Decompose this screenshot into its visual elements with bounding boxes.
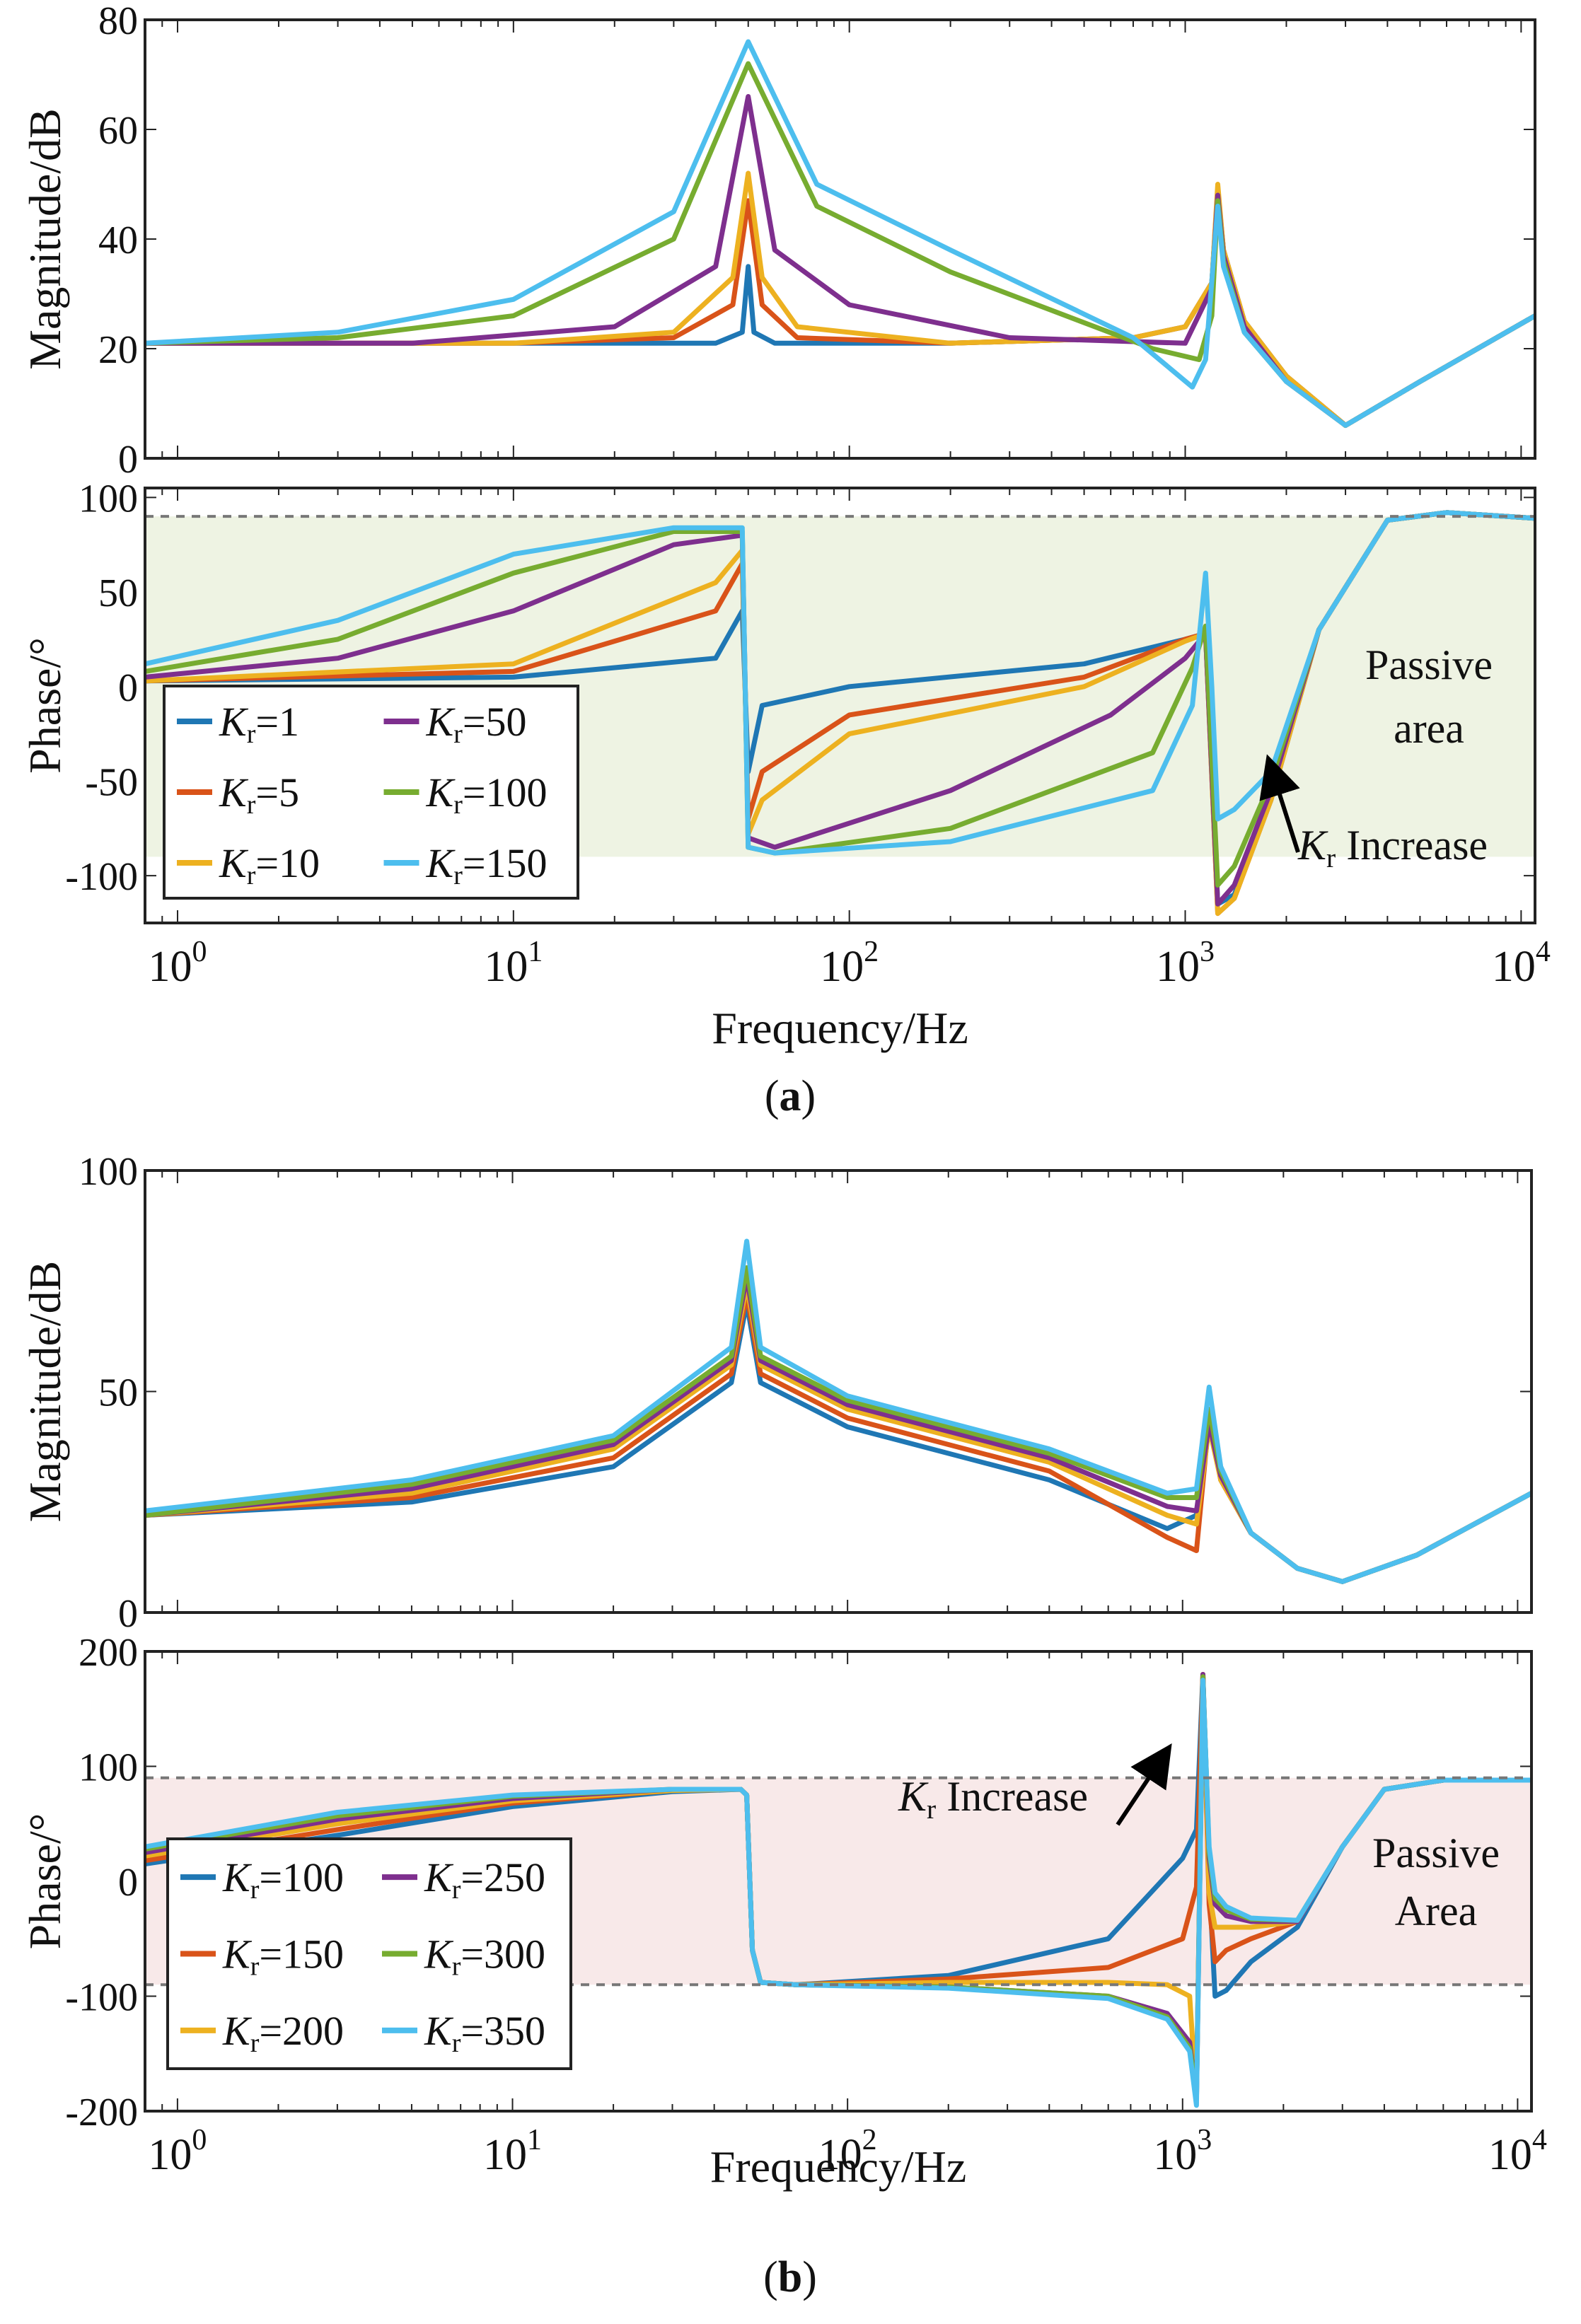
x-axis-label: Frequency/Hz [712,1003,968,1053]
magnitude-axes-frame [144,1169,1533,1614]
magnitude-axes-frame [144,18,1536,460]
magnitude-series-group [145,1238,1531,1584]
phase-series-group [145,510,1535,917]
y-tick-label: 20 [98,328,138,372]
series-line-kr-350 [145,1238,1531,1584]
magnitude-plot: 0 20 40 60 80 Magnitude/dB [20,0,1536,482]
legend-entry: Kr=350 [424,2008,545,2058]
x-axis-label: Frequency/Hz [710,2142,967,2192]
series-line-kr-10 [145,170,1535,428]
series-line-kr-150 [145,510,1535,856]
x-tick-label: 101 [484,936,543,991]
magnitude-y-label: Magnitude/dB [20,1261,70,1523]
legend-entry: Kr=100 [222,1854,344,1905]
y-tick-label: 200 [79,1631,138,1675]
x-tick-label: 100 [148,2124,207,2179]
legend-entry: Kr=150 [222,1931,344,1982]
y-tick-label: -50 [85,760,138,804]
passive-area-label-line1: Passive [1365,641,1493,688]
x-tick-label: 103 [1153,2124,1212,2179]
x-tick-label: 104 [1492,936,1551,991]
legend-entry: Kr=50 [426,699,527,749]
y-tick-label: 0 [118,666,138,710]
passive-area-label-line2: Area [1395,1888,1478,1934]
phase-y-label: Phase/° [20,637,70,774]
panel-a: 0 20 40 60 80 Magnitude/dB -100 -50 0 50 100 Phase/… [20,0,1551,1120]
phase-axes-frame [144,1650,1533,2113]
legend-entry: Kr=1 [219,699,299,749]
y-tick-label: 0 [118,438,138,482]
x-tick-label: 101 [483,2124,542,2179]
x-tick-label: 102 [820,936,879,991]
y-tick-label: 80 [98,0,138,43]
legend: Kr=100 Kr=250 Kr=150 Kr=300 Kr=200 Kr=350 [166,1837,572,2070]
y-tick-label: -100 [65,1976,138,2020]
x-tick-label: 104 [1488,2124,1547,2179]
magnitude-plot: 0 50 100 Magnitude/dB [20,1150,1533,1636]
kr-increase-arrow [1259,754,1300,853]
phase-axes-frame [144,487,1536,924]
legend-entry: Kr=300 [424,1931,545,1982]
panel-caption: (a) [765,1072,816,1120]
x-tick-label: 102 [818,2124,877,2179]
kr-increase-arrow [1116,1743,1172,1826]
y-tick-label: 50 [98,1371,138,1415]
kr-label: Kr Increase [1297,822,1488,873]
passive-area-label-line1: Passive [1372,1830,1500,1876]
legend-entry: Kr=100 [426,769,548,820]
y-tick-label: 0 [118,1861,138,1905]
kr-label: Kr Increase [898,1773,1088,1825]
panel-caption: (b) [763,2253,817,2301]
y-tick-label: 50 [98,571,138,615]
y-tick-label: 100 [79,477,138,521]
series-line-kr-350 [145,1678,1531,2108]
x-tick-label: 103 [1156,936,1215,991]
phase-series-group [145,1672,1531,2108]
passive-area-label-line2: area [1394,705,1464,752]
phase-plot: -100 -50 0 50 100 Phase/° 100 101 102 103 104 Frequ… [20,477,1551,1053]
y-tick-label: 40 [98,219,138,262]
y-tick-label: 100 [79,1746,138,1790]
legend-entry: Kr=200 [222,2008,344,2058]
y-tick-label: 100 [79,1150,138,1194]
legend-entry: Kr=250 [424,1854,545,1905]
y-tick-label: 0 [118,1592,138,1636]
magnitude-y-label: Magnitude/dB [20,108,70,370]
x-tick-label: 100 [149,936,207,991]
phase-y-label: Phase/° [20,1813,70,1950]
series-line-kr-150 [145,39,1535,428]
legend-entry: Kr=150 [426,840,548,890]
legend: Kr=1 Kr=50 Kr=5 Kr=100 Kr=10 Kr=150 [163,685,579,900]
y-tick-label: -100 [65,855,138,899]
y-tick-label: -200 [65,2091,138,2134]
magnitude-series-group [145,39,1535,428]
y-tick-label: 60 [98,109,138,153]
panel-b: 0 50 100 Magnitude/dB -200 -100 0 100 200 Phase/°… [20,1150,1547,2301]
legend-entry: Kr=10 [219,840,320,890]
legend-entry: Kr=5 [219,769,299,820]
